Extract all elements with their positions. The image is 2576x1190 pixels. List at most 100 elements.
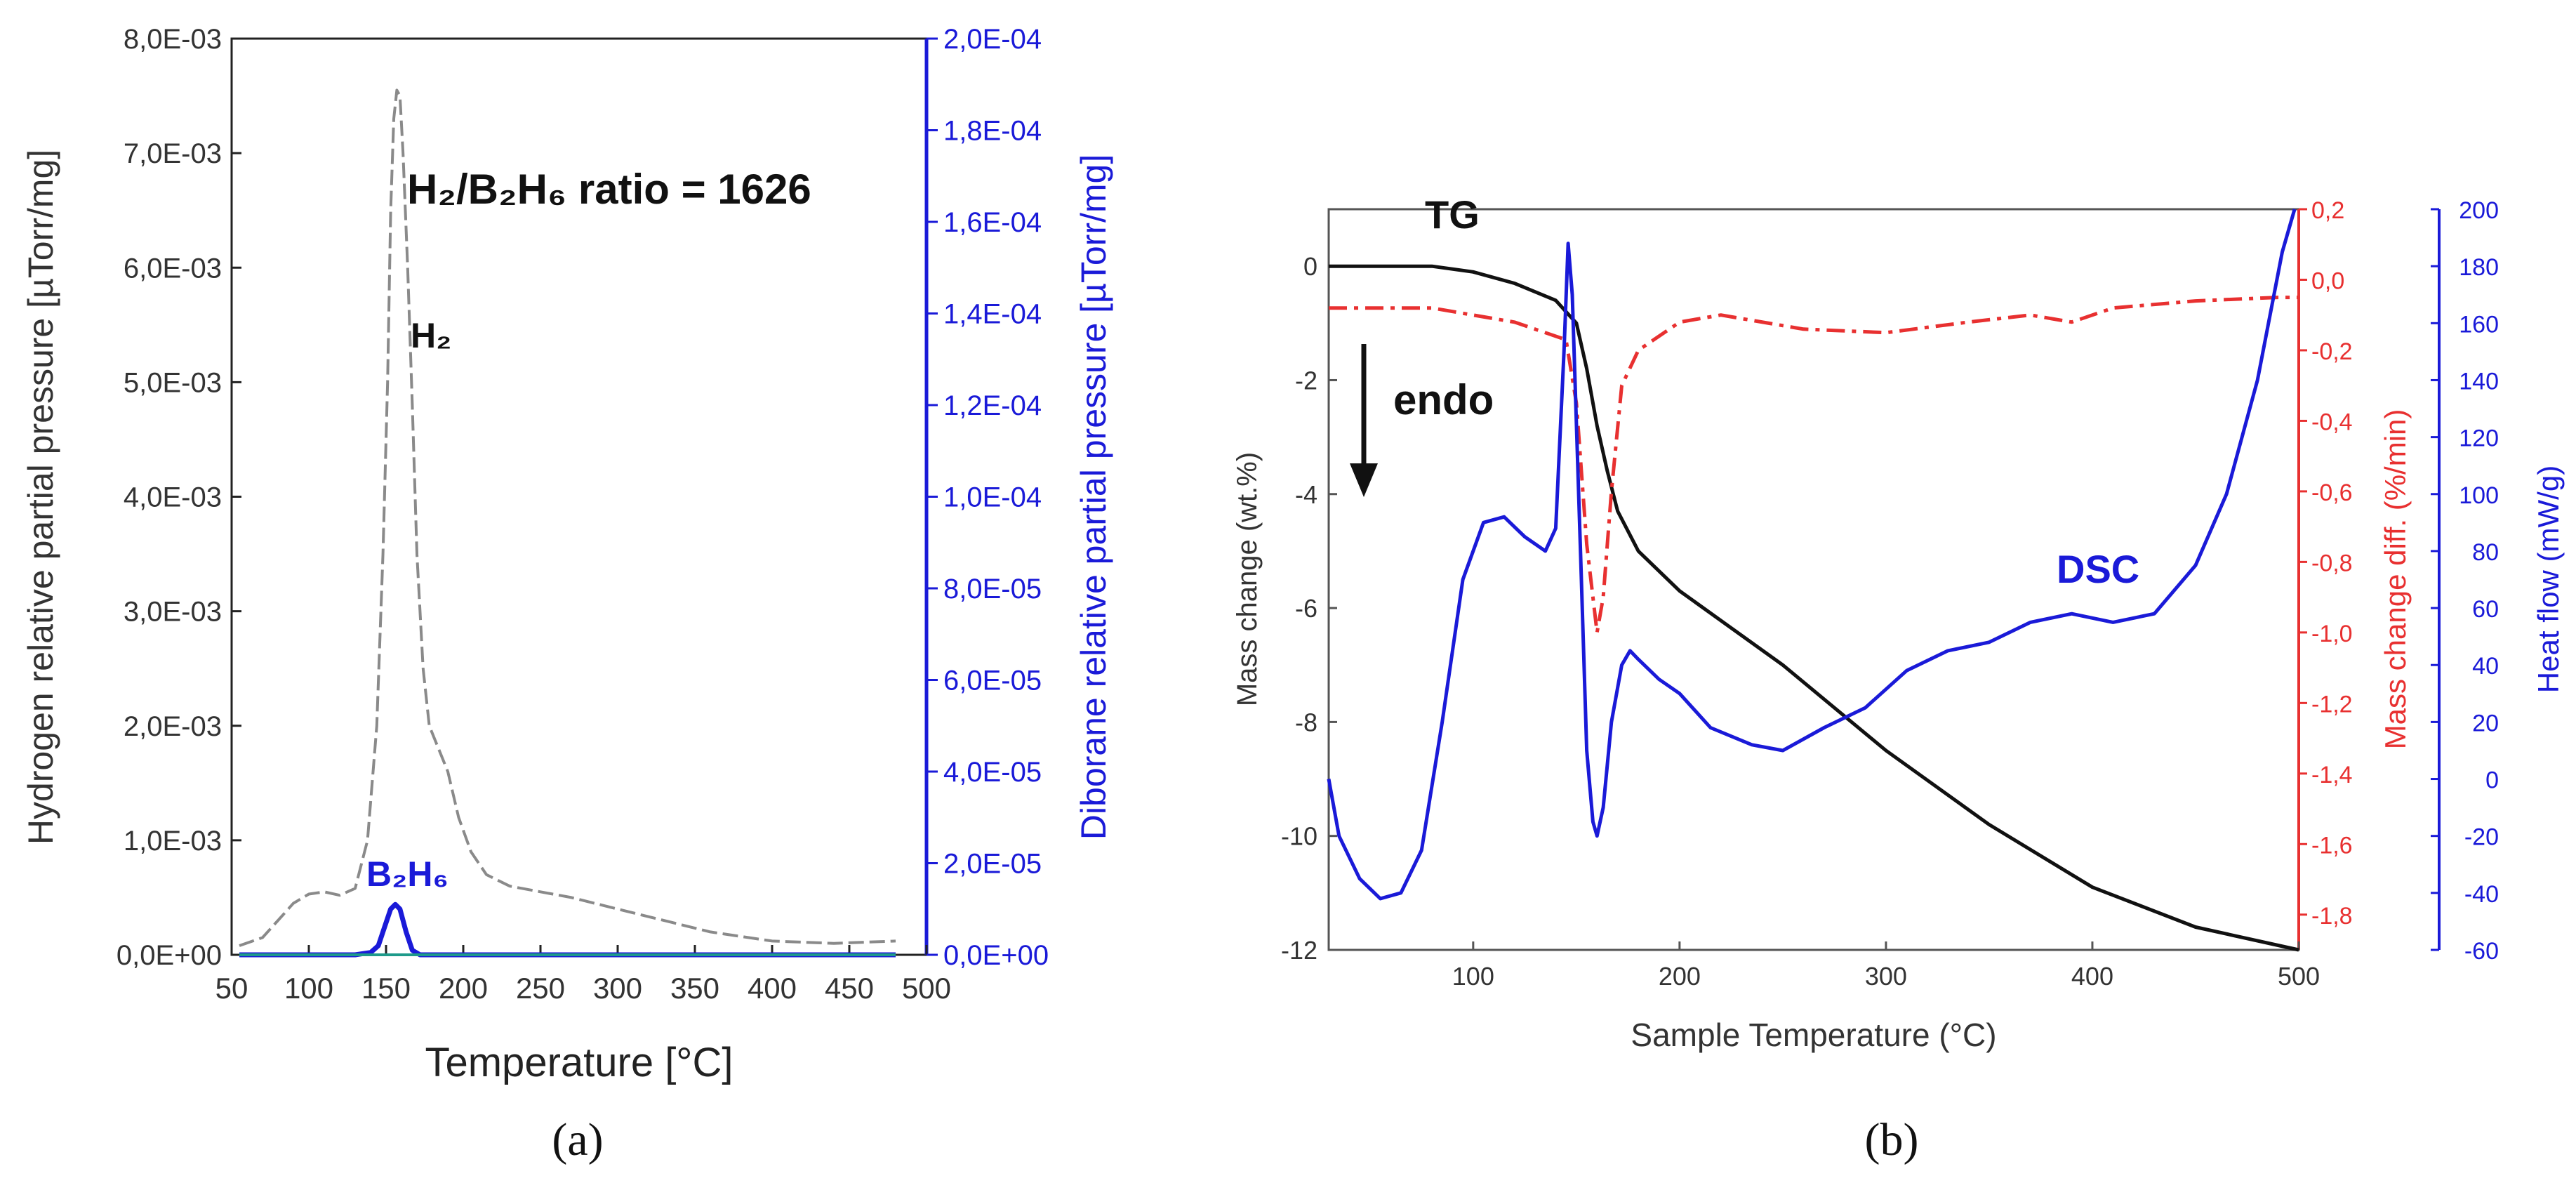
panel-b-left-y-axis-label: Mass change (wt.%) [1232,452,1263,706]
panel-a-left-y-ticks: 0,0E+00 1,0E-03 2,0E-03 3,0E-03 4,0E-03 5,0E-… [117,24,241,971]
panel-a-series [239,88,896,958]
panel-b-series [1327,209,2299,952]
y-right-tick-label: 4,0E-05 [943,757,1042,788]
y-right1-tick-label: -1,6 [2311,832,2353,859]
y-tick-label: -10 [1281,822,1317,851]
y-tick-label: 4,0E-03 [124,482,222,513]
panel-a-left-y-axis-label: Hydrogen relative partial pressure [µTor… [21,150,60,845]
panel-a-right-y-ticks: 0,0E+00 2,0E-05 4,0E-05 6,0E-05 8,0E-05 1,0E-… [927,24,1049,971]
y-right2-tick-label: 180 [2459,254,2499,281]
y-tick-label: -6 [1295,594,1317,623]
y-tick-label: 7,0E-03 [124,138,222,169]
panel-a-right-y-axis-label: Diborane relative partial pressure [µTor… [1074,154,1113,840]
y-tick-label: -8 [1295,708,1317,736]
y-right-tick-label: 1,0E-04 [943,482,1042,513]
panel-b-x-axis-label: Sample Temperature (°C) [1631,1017,1996,1053]
caption-a: (a) [552,1114,603,1165]
y-right2-tick-label: -40 [2464,881,2499,908]
y-right2-tick-label: 200 [2459,197,2499,224]
y-right1-tick-label: -1,2 [2311,691,2353,718]
panel-b-right1-y-ticks: 0,2 0,0 -0,2 -0,4 -0,6 -0,8 -1,0 -1,2 -1,4 -1,6 -1… [2299,197,2353,930]
y-right1-tick-label: -0,6 [2311,480,2353,506]
y-tick-label: 2,0E-03 [124,711,222,742]
panel-b-tg-label: TG [1425,192,1480,237]
y-right2-tick-label: 0 [2485,767,2499,794]
x-tick-label: 400 [748,972,797,1005]
y-right2-tick-label: 60 [2472,596,2499,623]
y-tick-label: 5,0E-03 [124,367,222,398]
y-right2-tick-label: 40 [2472,653,2499,680]
y-right-tick-label: 1,6E-04 [943,207,1042,238]
y-right-tick-label: 1,4E-04 [943,299,1042,330]
y-right2-tick-label: 140 [2459,368,2499,395]
dsc-series-line [1327,209,2297,901]
x-tick-label: 350 [670,972,719,1005]
x-tick-label: 300 [1865,962,1907,991]
y-tick-label: 3,0E-03 [124,597,222,628]
y-right1-tick-label: 0,0 [2311,267,2344,294]
y-right2-tick-label: -60 [2464,938,2499,965]
panel-b-right2-y-axis-label: Heat flow (mW/g) [2532,465,2565,693]
x-tick-label: 450 [825,972,874,1005]
x-tick-label: 50 [215,972,248,1005]
y-right1-tick-label: -0,2 [2311,338,2353,365]
y-right2-tick-label: -20 [2464,824,2499,851]
y-right-tick-label: 8,0E-05 [943,574,1042,604]
x-tick-label: 250 [516,972,565,1005]
y-right-tick-label: 6,0E-05 [943,666,1042,696]
panel-b-dsc-label: DSC [2057,547,2139,591]
y-tick-label: -4 [1295,480,1317,509]
y-tick-label: 0,0E+00 [117,940,222,971]
y-right2-tick-label: 100 [2459,482,2499,509]
panel-b-right1-y-axis-label: Mass change diff. (%/min) [2379,409,2412,750]
y-right-tick-label: 0,0E+00 [943,940,1049,971]
h2-series-line [239,88,896,947]
panel-a-x-axis-label: Temperature [°C] [425,1040,733,1085]
panel-b-plot-frame [1327,208,2300,951]
panel-b: 100 200 300 400 500 0-2-4-6-8-10-12 0,20,0-0… [1232,192,2565,1053]
b2h6-series-line [239,901,896,958]
y-right-tick-label: 2,0E-05 [943,849,1042,880]
panel-a-b2h6-label: B₂H₆ [366,854,449,894]
y-right2-tick-label: 20 [2472,710,2499,736]
y-right1-tick-label: -1,4 [2311,762,2353,788]
x-tick-label: 150 [361,972,411,1005]
x-tick-label: 200 [1659,962,1701,991]
x-tick-label: 500 [902,972,951,1005]
y-right-tick-label: 1,8E-04 [943,116,1042,147]
y-tick-label: -12 [1281,936,1317,965]
x-tick-label: 200 [439,972,488,1005]
y-right-tick-label: 2,0E-04 [943,24,1042,55]
y-right1-tick-label: -1,8 [2311,903,2353,930]
panel-a-ratio-annotation: H₂/B₂H₆ ratio = 1626 [407,166,811,213]
y-right1-tick-label: -0,4 [2311,409,2353,435]
x-tick-label: 100 [1452,962,1494,991]
panel-b-left-y-ticks: 0 -2 -4 -6 -8 -10 -12 [1281,252,1337,965]
panel-b-x-ticks: 100 200 300 400 500 [1452,941,2320,991]
caption-b: (b) [1865,1114,1919,1165]
dtg-series-line [1329,296,2299,635]
x-tick-label: 500 [2278,962,2320,991]
y-tick-label: -2 [1295,366,1317,395]
y-right1-tick-label: 0,2 [2311,197,2344,224]
y-tick-label: 6,0E-03 [124,253,222,284]
endo-arrow-icon [1350,344,1378,497]
panel-a: 50 100 150 200 250 300 350 400 450 500 0,0E+00 1,0… [21,24,1113,1085]
y-tick-label: 1,0E-03 [124,826,222,857]
y-right2-tick-label: 120 [2459,425,2499,452]
y-right2-tick-label: 80 [2472,539,2499,566]
y-right-tick-label: 1,2E-04 [943,390,1042,421]
y-tick-label: 0 [1303,252,1317,281]
x-tick-label: 100 [284,972,333,1005]
x-tick-label: 400 [2071,962,2113,991]
panel-a-h2-label: H₂ [411,316,451,355]
y-right2-tick-label: 160 [2459,311,2499,338]
y-right1-tick-label: -1,0 [2311,621,2353,647]
panel-a-x-ticks: 50 100 150 200 250 300 350 400 450 500 [215,945,951,1005]
tg-series-line [1329,264,2299,952]
panel-b-endo-label: endo [1393,376,1494,423]
y-tick-label: 8,0E-03 [124,24,222,55]
x-tick-label: 300 [593,972,642,1005]
